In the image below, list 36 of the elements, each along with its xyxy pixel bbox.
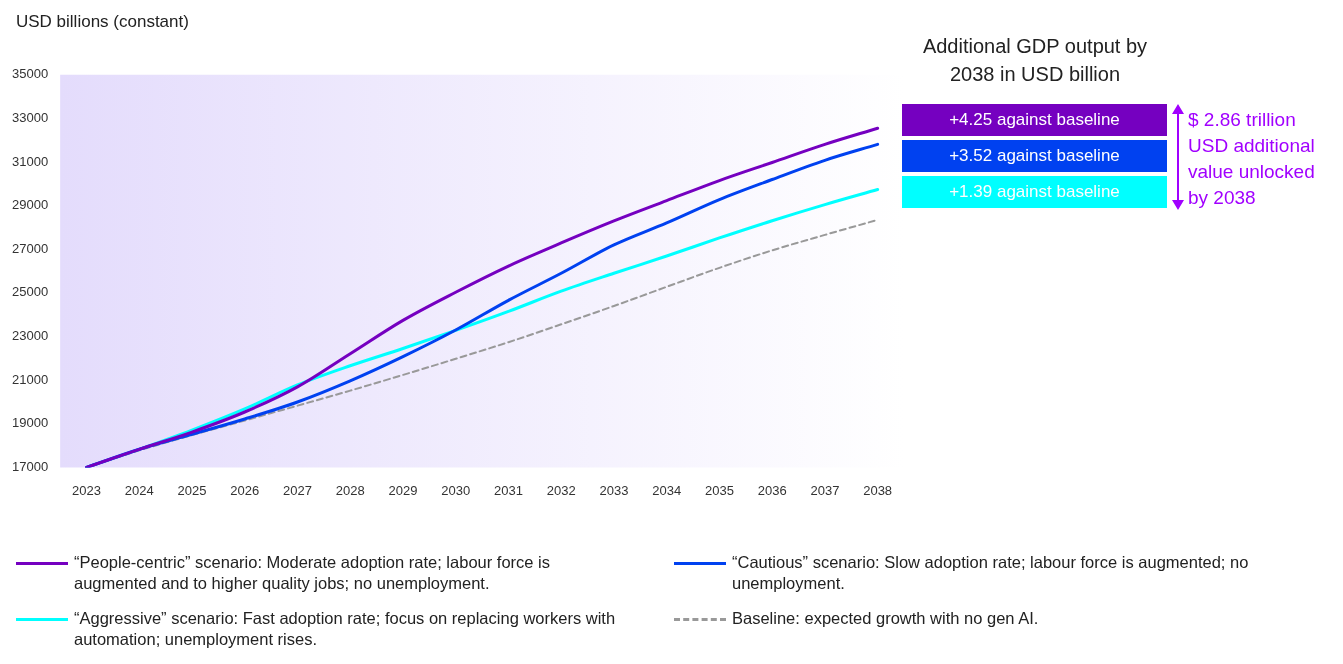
legend-label: “People-centric” scenario: Moderate adoption rate; labour force is augmented and to higher quality jobs; no unemployment. <box>74 552 551 594</box>
legend-label: “Cautious” scenario: Slow adoption rate; labour force is augmented; no unemployment. <box>732 552 1250 594</box>
x-tick-label: 2036 <box>757 482 787 498</box>
text: $ 2.86 trillion USD additional value unlocked by 2038 <box>1188 108 1316 210</box>
x-tick-label: 2029 <box>388 482 418 498</box>
y-tick-label: 29000 <box>11 197 49 213</box>
x-tick-label: 2023 <box>72 482 101 498</box>
y-tick-label: 31000 <box>11 153 49 169</box>
x-tick-label: 2035 <box>704 482 734 498</box>
text: Additional GDP output by 2038 in USD billion <box>921 34 1149 87</box>
legend-label: Baseline: expected growth with no gen AI. <box>732 608 1040 629</box>
x-tick-label: 2033 <box>599 482 629 498</box>
x-tick-label: 2024 <box>124 482 154 498</box>
y-tick-label: 25000 <box>11 284 49 300</box>
y-tick-label: 17000 <box>11 458 49 474</box>
caption-box: +4.25 against baseline <box>902 104 1167 136</box>
caption-box: +3.52 against baseline <box>902 140 1167 172</box>
x-tick-label: 2034 <box>652 482 682 498</box>
x-tick-label: 2025 <box>177 482 207 498</box>
y-tick-label: 23000 <box>11 328 49 344</box>
y-tick-label: 27000 <box>11 240 49 256</box>
x-tick-label: 2030 <box>441 482 471 498</box>
y-axis-title: USD billions (constant) <box>16 12 189 32</box>
x-tick-label: 2031 <box>493 482 523 498</box>
y-tick-label: 21000 <box>11 371 49 387</box>
y-tick-label: 19000 <box>11 415 49 431</box>
x-tick-label: 2027 <box>283 482 312 498</box>
caption-box: +1.39 against baseline <box>902 176 1167 208</box>
x-tick-label: 2026 <box>230 482 260 498</box>
y-tick-label: 33000 <box>11 110 49 125</box>
x-tick-label: 2038 <box>863 482 893 498</box>
y-tick-label: 35000 <box>11 66 49 82</box>
x-tick-label: 2037 <box>810 482 840 498</box>
x-tick-label: 2032 <box>546 482 576 498</box>
x-tick-label: 2028 <box>335 482 365 498</box>
legend-label: “Aggressive” scenario: Fast adoption rate; focus on replacing workers with automation; unemployment rises. <box>74 608 617 650</box>
